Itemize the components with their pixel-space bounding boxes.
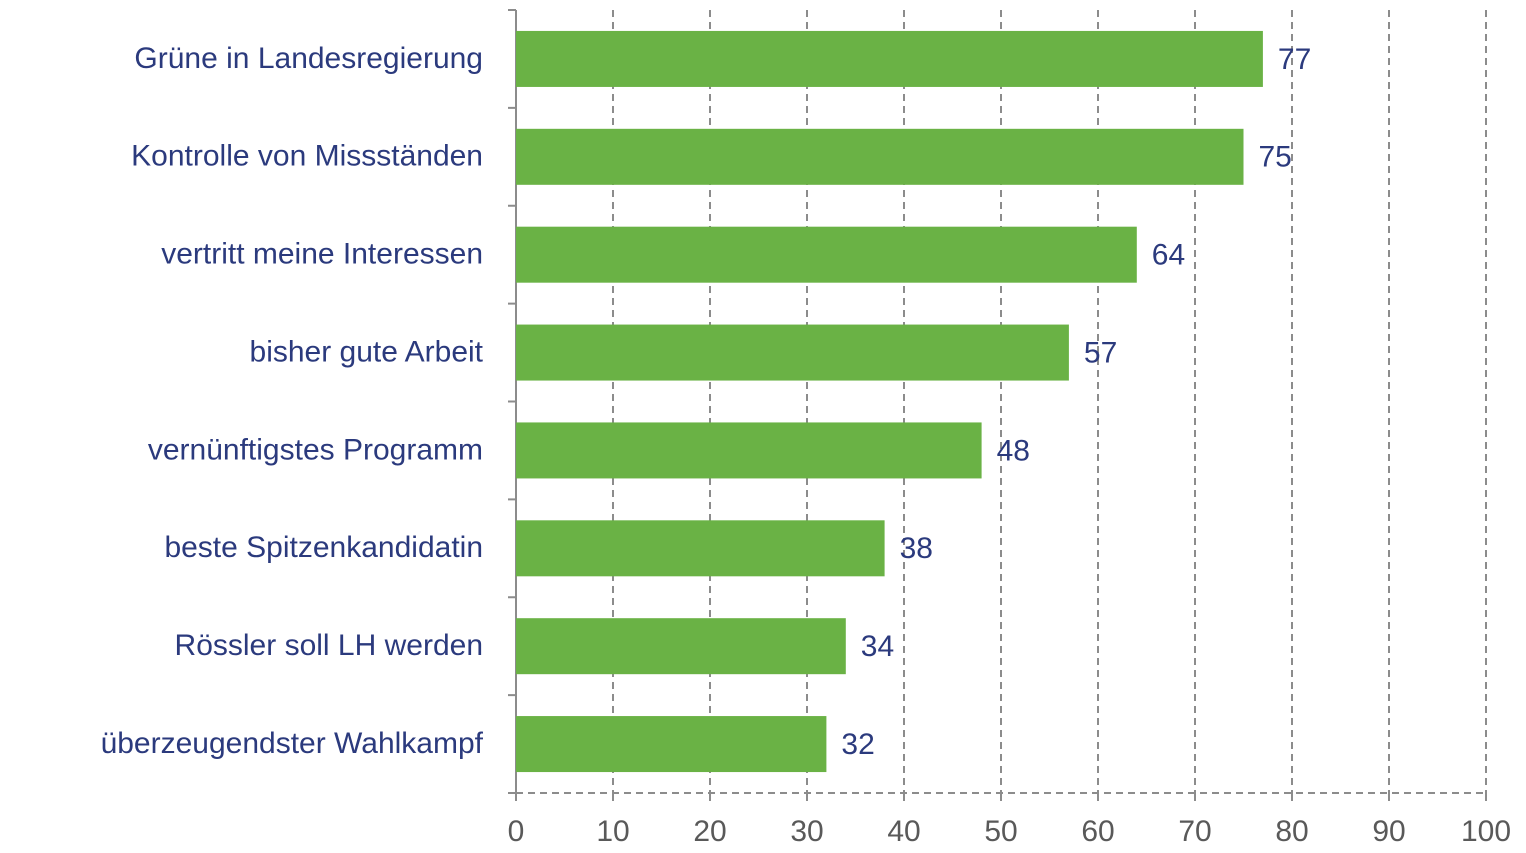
bar: [516, 128, 1244, 185]
x-tick-label: 70: [1178, 815, 1211, 848]
bar: [516, 422, 982, 479]
y-tick-label: bisher gute Arbeit: [250, 335, 484, 368]
data-label: 32: [841, 728, 874, 761]
y-tick-label: Grüne in Landesregierung: [134, 42, 483, 75]
data-label: 34: [861, 630, 894, 663]
x-tick-label: 30: [790, 815, 823, 848]
data-label: 38: [900, 532, 933, 565]
bar: [516, 716, 827, 773]
y-tick-label: vernünftigstes Programm: [148, 433, 483, 466]
x-tick-label: 80: [1275, 815, 1308, 848]
data-label: 75: [1259, 141, 1292, 174]
y-tick-label: vertritt meine Interessen: [161, 238, 483, 271]
bar: [516, 30, 1263, 87]
bar: [516, 520, 885, 577]
x-tick-label: 40: [887, 815, 920, 848]
x-tick-label: 10: [596, 815, 629, 848]
data-label: 57: [1084, 336, 1117, 369]
bar: [516, 226, 1137, 283]
y-tick-label: überzeugendster Wahlkampf: [101, 727, 484, 760]
x-tick-label: 90: [1372, 815, 1405, 848]
y-tick-label: Rössler soll LH werden: [175, 629, 483, 662]
bar: [516, 618, 846, 675]
x-tick-label: 100: [1461, 815, 1511, 848]
y-tick-label: Kontrolle von Missständen: [131, 140, 483, 173]
data-label: 48: [997, 434, 1030, 467]
data-label: 64: [1152, 239, 1185, 272]
x-tick-label: 60: [1081, 815, 1114, 848]
x-tick-label: 20: [693, 815, 726, 848]
bar: [516, 324, 1069, 381]
y-tick-label: beste Spitzenkandidatin: [164, 531, 483, 564]
data-label: 77: [1278, 43, 1311, 76]
x-tick-label: 50: [984, 815, 1017, 848]
x-tick-label: 0: [508, 815, 525, 848]
